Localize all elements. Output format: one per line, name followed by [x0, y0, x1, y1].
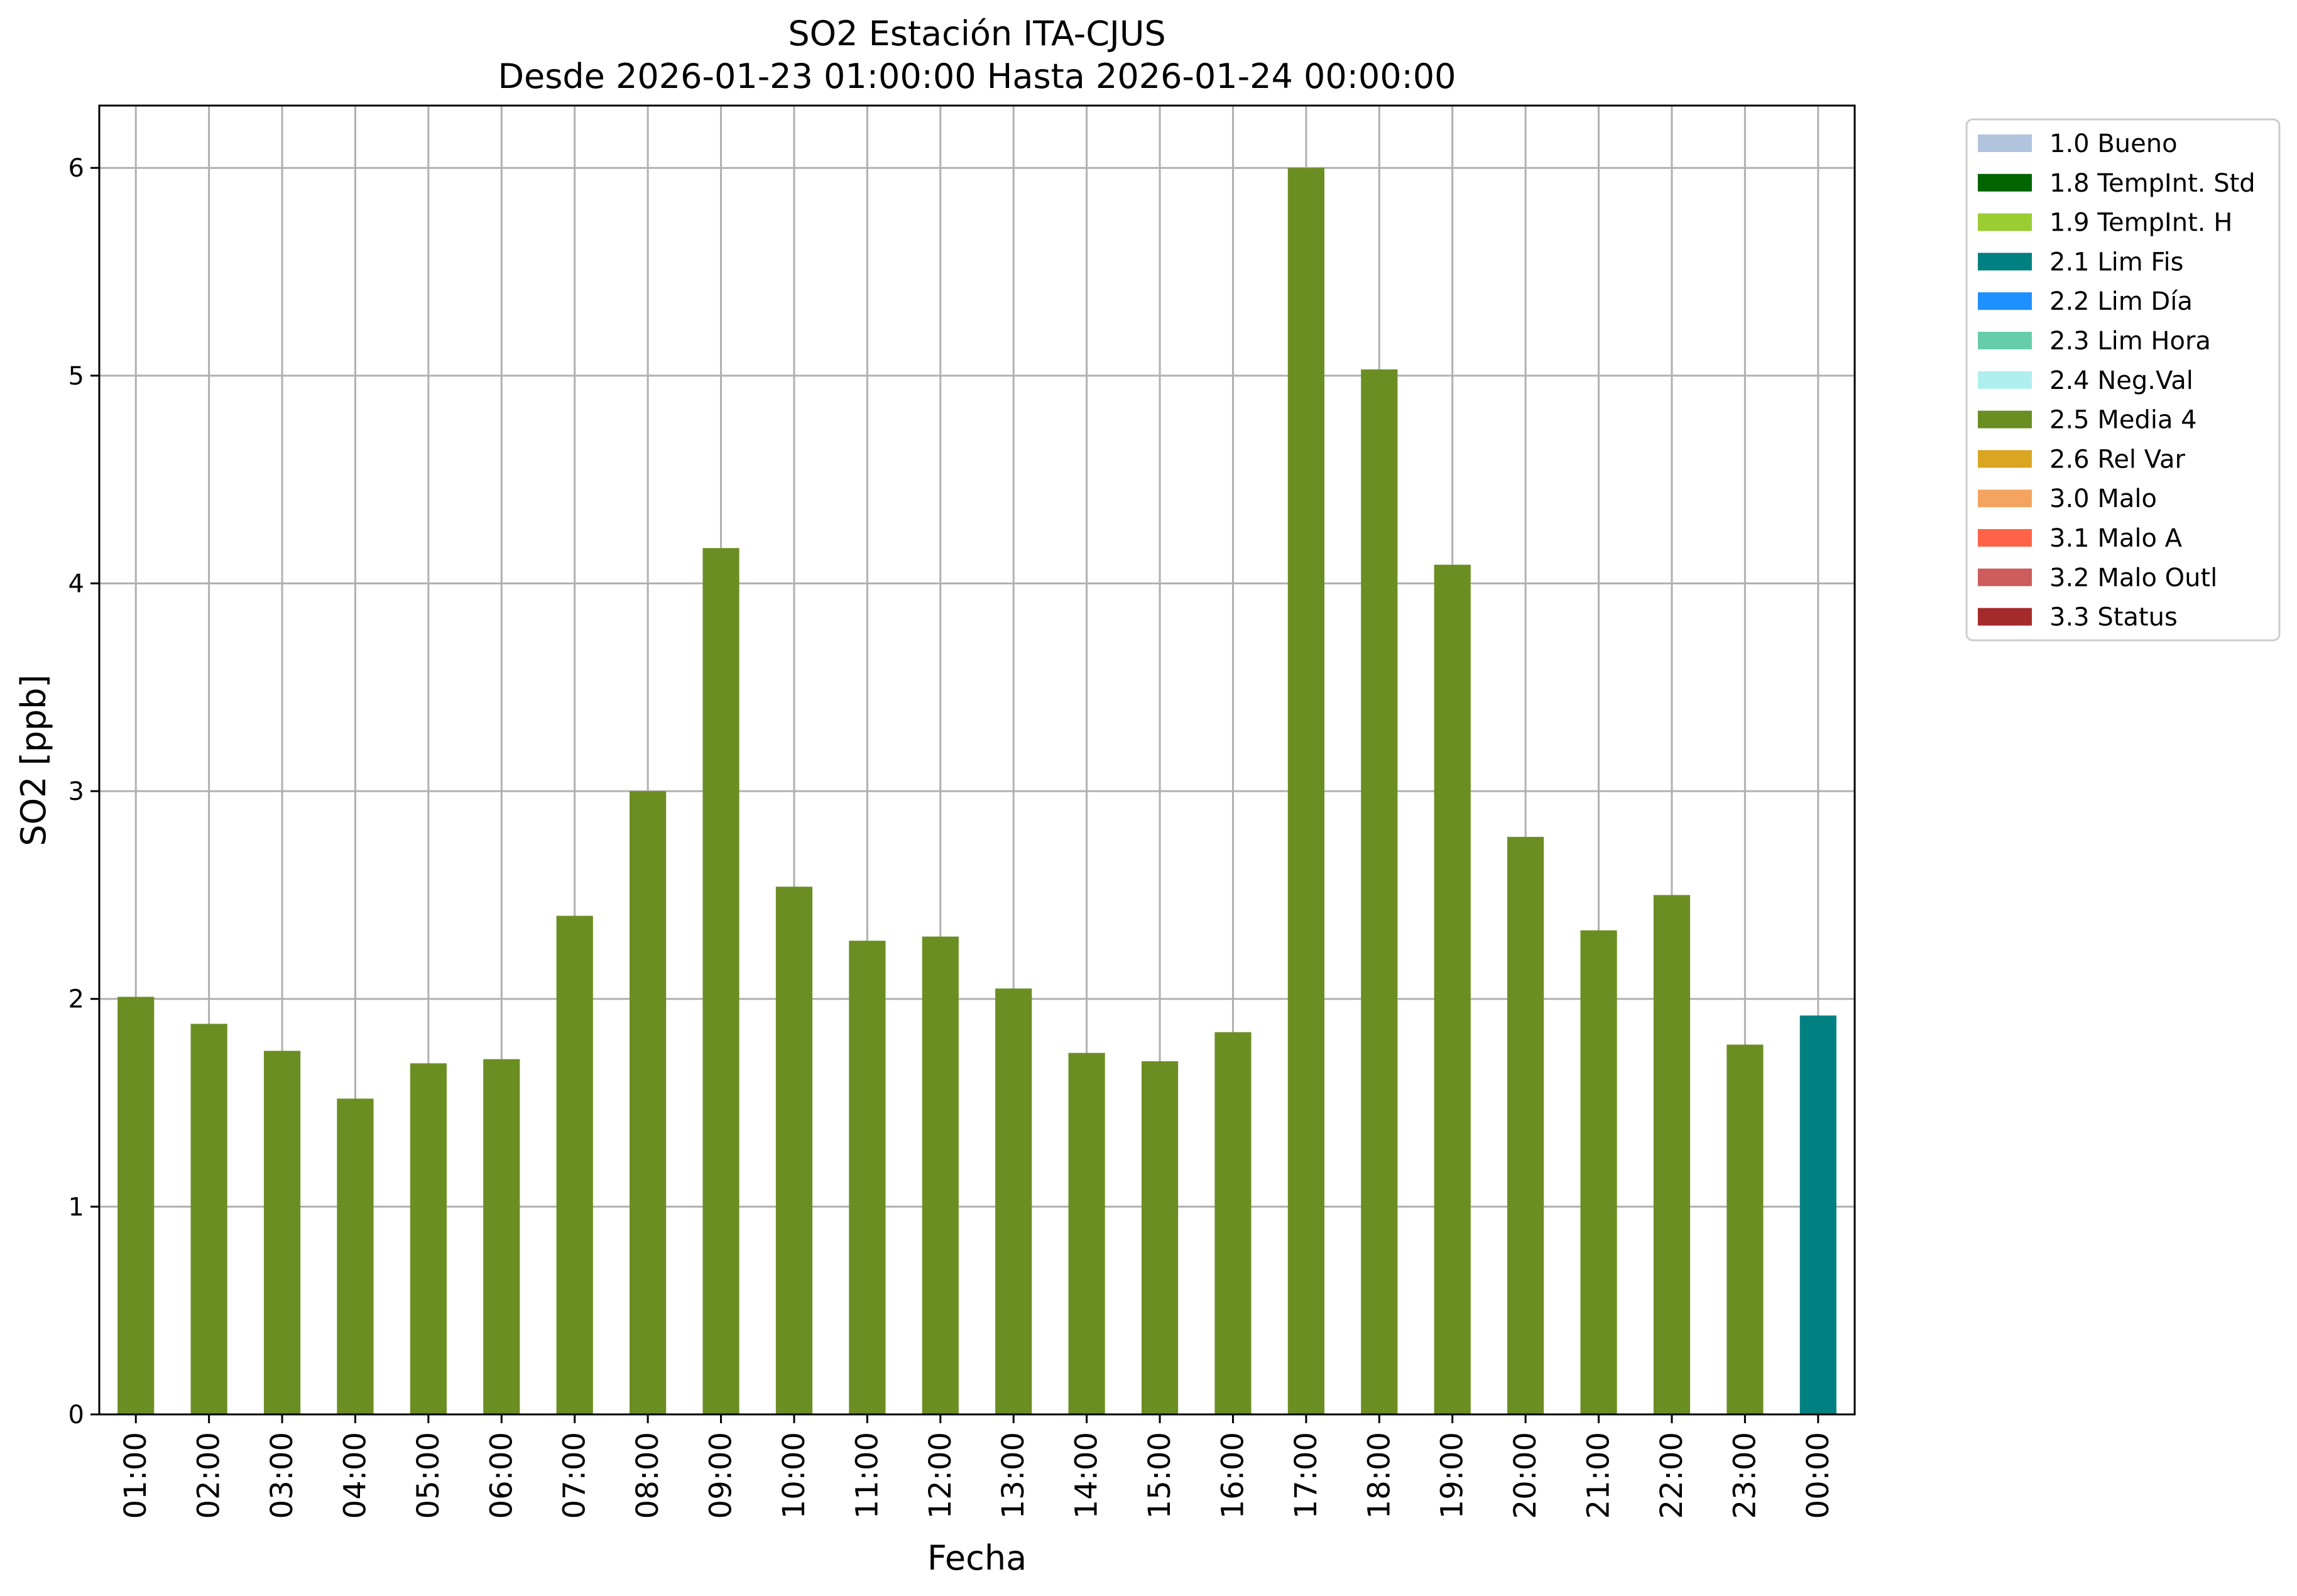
x-tick-label: 05:00	[411, 1432, 446, 1519]
x-tick-label: 11:00	[849, 1432, 885, 1519]
legend-label: 3.2 Malo Outl	[2049, 564, 2217, 593]
legend-swatch	[1978, 134, 2032, 152]
bar	[702, 548, 739, 1414]
legend-label: 1.9 TempInt. H	[2049, 209, 2232, 238]
legend-swatch	[1978, 173, 2032, 192]
x-tick-label: 18:00	[1361, 1432, 1397, 1519]
x-tick-label: 19:00	[1435, 1432, 1470, 1519]
legend-swatch	[1978, 292, 2032, 310]
bar	[1727, 1044, 1764, 1414]
legend-label: 3.1 Malo A	[2049, 524, 2183, 553]
x-tick-label: 13:00	[996, 1432, 1031, 1519]
chart-title: SO2 Estación ITA-CJUS	[788, 14, 1165, 53]
x-tick-label: 20:00	[1508, 1432, 1543, 1519]
bar	[1361, 369, 1398, 1414]
legend-swatch	[1978, 371, 2032, 389]
legend-label: 3.3 Status	[2049, 603, 2178, 632]
x-tick-label: 23:00	[1727, 1432, 1762, 1519]
bar	[190, 1024, 227, 1414]
plot-frame	[98, 104, 1856, 1416]
bar	[775, 887, 813, 1414]
bar	[1141, 1061, 1179, 1414]
y-tick-label: 5	[68, 362, 84, 391]
y-tick-label: 2	[68, 985, 84, 1014]
x-tick-label: 09:00	[704, 1432, 739, 1519]
x-tick-label: 00:00	[1801, 1432, 1836, 1519]
legend-swatch	[1978, 450, 2032, 468]
bar	[630, 791, 667, 1414]
x-tick-label: 02:00	[192, 1432, 227, 1519]
bar	[556, 916, 593, 1414]
legend-label: 2.6 Rel Var	[2049, 445, 2186, 474]
legend-swatch	[1978, 489, 2032, 508]
bar	[995, 988, 1032, 1414]
y-tick-label: 4	[68, 569, 84, 598]
bar	[483, 1059, 520, 1414]
legend-label: 3.0 Malo	[2049, 484, 2157, 513]
x-tick-label: 15:00	[1142, 1432, 1177, 1519]
legend-label: 2.3 Lim Hora	[2049, 327, 2211, 356]
legend-box	[1965, 118, 2281, 642]
bar	[117, 997, 155, 1414]
bar	[1434, 564, 1471, 1415]
bar	[1653, 895, 1691, 1414]
y-tick-label: 3	[68, 777, 84, 806]
y-axis-label: SO2 [ppb]	[14, 674, 53, 846]
legend-swatch	[1978, 529, 2032, 547]
chart-subtitle: Desde 2026-01-23 01:00:00 Hasta 2026-01-…	[498, 57, 1456, 96]
x-tick-label: 17:00	[1289, 1432, 1324, 1519]
bar	[1214, 1032, 1252, 1414]
legend-label: 2.2 Lim Día	[2049, 287, 2193, 316]
y-tick-label: 6	[68, 154, 84, 183]
x-tick-label: 16:00	[1215, 1432, 1250, 1519]
bar	[410, 1063, 447, 1414]
legend-swatch	[1978, 568, 2032, 586]
x-tick-label: 08:00	[630, 1432, 665, 1519]
bar	[263, 1051, 301, 1414]
x-tick-label: 06:00	[484, 1432, 519, 1519]
x-tick-label: 14:00	[1069, 1432, 1105, 1519]
x-tick-label: 10:00	[777, 1432, 812, 1519]
x-axis-ticks: 01:00 02:00 03:00 04:00 05:00 06:00 07:00 08:00…	[118, 1414, 1836, 1519]
bar	[1287, 168, 1324, 1415]
y-tick-label: 0	[68, 1401, 84, 1429]
x-tick-label: 22:00	[1654, 1432, 1689, 1519]
x-tick-label: 12:00	[923, 1432, 958, 1519]
x-tick-label: 07:00	[557, 1432, 592, 1519]
bar	[849, 941, 886, 1414]
bar	[337, 1098, 374, 1414]
legend-swatch	[1978, 213, 2032, 231]
legend-swatch	[1978, 410, 2032, 429]
bar	[1068, 1052, 1105, 1414]
legend-label: 2.1 Lim Fis	[2049, 248, 2183, 276]
x-axis-label: Fecha	[927, 1538, 1027, 1578]
y-axis-ticks: 0 1 2 3 4 5 6	[68, 154, 99, 1429]
legend: 1.0 Bueno 1.8 TempInt. Std 1.9 TempInt. H 2…	[1965, 118, 2281, 642]
legend-swatch	[1978, 608, 2032, 626]
legend-label: 2.5 Media 4	[2049, 406, 2197, 435]
legend-label: 1.0 Bueno	[2049, 129, 2178, 158]
bar	[1580, 930, 1617, 1414]
x-tick-label: 04:00	[337, 1432, 373, 1519]
x-tick-label: 01:00	[118, 1432, 153, 1519]
x-tick-label: 03:00	[265, 1432, 300, 1519]
legend-swatch	[1978, 332, 2032, 349]
legend-label: 1.8 TempInt. Std	[2049, 169, 2256, 198]
legend-label: 2.4 Neg.Val	[2049, 366, 2193, 395]
bars	[117, 168, 1836, 1415]
bar	[1799, 1015, 1836, 1414]
x-tick-label: 21:00	[1581, 1432, 1617, 1519]
bar	[1507, 836, 1544, 1414]
y-tick-label: 1	[68, 1193, 84, 1222]
legend-swatch	[1978, 253, 2032, 271]
bar	[922, 936, 959, 1414]
